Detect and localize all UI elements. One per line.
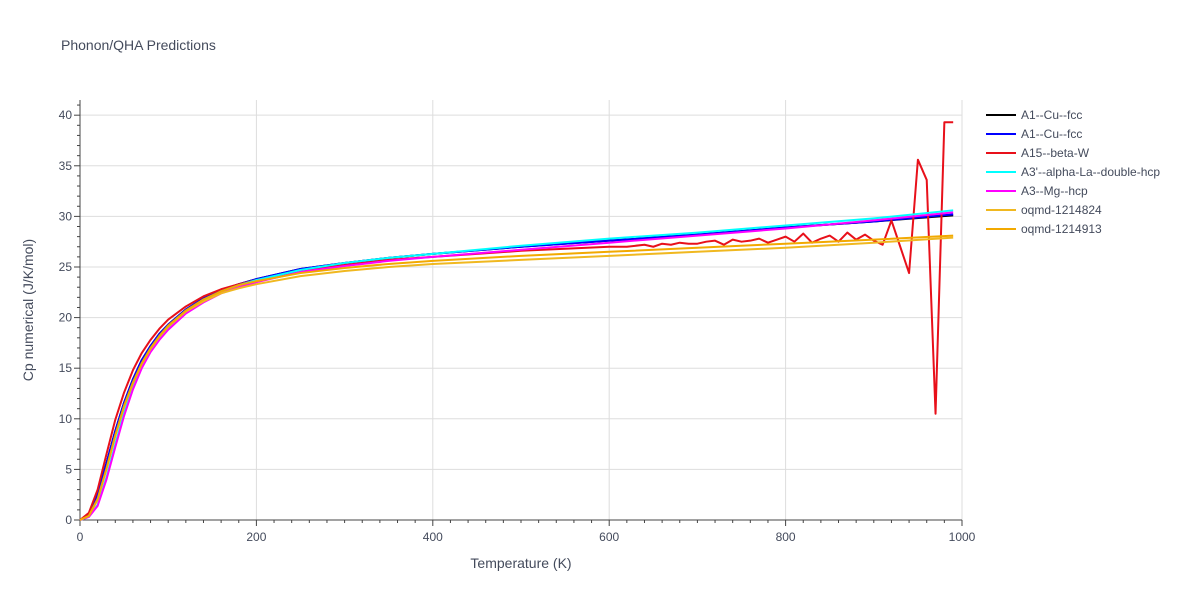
series-line-4 bbox=[79, 211, 954, 521]
tick-labels: 0 200 400 600 800 1000 0 5 10 15 20 25 30 35 40 bbox=[59, 108, 976, 544]
x-tick-label: 400 bbox=[423, 530, 443, 544]
legend-item[interactable]: A15--beta-W bbox=[986, 146, 1090, 160]
y-tick-label: 5 bbox=[65, 462, 72, 476]
legend-label: oqmd-1214913 bbox=[1021, 222, 1102, 236]
legend-label: A3--Mg--hcp bbox=[1021, 184, 1088, 198]
y-tick-label: 0 bbox=[65, 513, 72, 527]
legend-item[interactable]: oqmd-1214824 bbox=[986, 203, 1102, 217]
legend-item[interactable]: A3'--alpha-La--double-hcp bbox=[986, 165, 1160, 179]
chart-title: Phonon/QHA Predictions bbox=[61, 37, 216, 53]
legend-label: A3'--alpha-La--double-hcp bbox=[1021, 165, 1160, 179]
legend-item[interactable]: A1--Cu--fcc bbox=[986, 108, 1082, 122]
y-axis-title: Cp numerical (J/K/mol) bbox=[20, 239, 36, 381]
x-tick-label: 0 bbox=[77, 530, 84, 544]
y-tick-label: 30 bbox=[59, 209, 73, 223]
legend-label: oqmd-1214824 bbox=[1021, 203, 1102, 217]
grid bbox=[80, 100, 963, 520]
legend-label: A1--Cu--fcc bbox=[1021, 127, 1082, 141]
y-tick-label: 40 bbox=[59, 108, 73, 122]
x-tick-label: 600 bbox=[599, 530, 619, 544]
legend[interactable]: A1--Cu--fcc A1--Cu--fcc A15--beta-W A3'--al… bbox=[986, 108, 1160, 236]
axes bbox=[74, 100, 963, 526]
legend-item[interactable]: A3--Mg--hcp bbox=[986, 184, 1088, 198]
series-line-5 bbox=[79, 236, 954, 521]
x-tick-label: 1000 bbox=[949, 530, 976, 544]
y-tick-label: 20 bbox=[59, 311, 73, 325]
y-tick-label: 35 bbox=[59, 159, 73, 173]
legend-label: A1--Cu--fcc bbox=[1021, 108, 1082, 122]
legend-item[interactable]: oqmd-1214913 bbox=[986, 222, 1102, 236]
plot-area bbox=[79, 121, 954, 521]
x-tick-label: 800 bbox=[776, 530, 796, 544]
series-line-2 bbox=[79, 121, 954, 521]
x-axis-title: Temperature (K) bbox=[470, 555, 571, 571]
y-tick-label: 25 bbox=[59, 260, 73, 274]
x-tick-label: 200 bbox=[246, 530, 266, 544]
y-tick-label: 10 bbox=[59, 412, 73, 426]
y-tick-label: 15 bbox=[59, 361, 73, 375]
legend-item[interactable]: A1--Cu--fcc bbox=[986, 127, 1082, 141]
series-line-6 bbox=[79, 234, 954, 521]
legend-label: A15--beta-W bbox=[1021, 146, 1090, 160]
